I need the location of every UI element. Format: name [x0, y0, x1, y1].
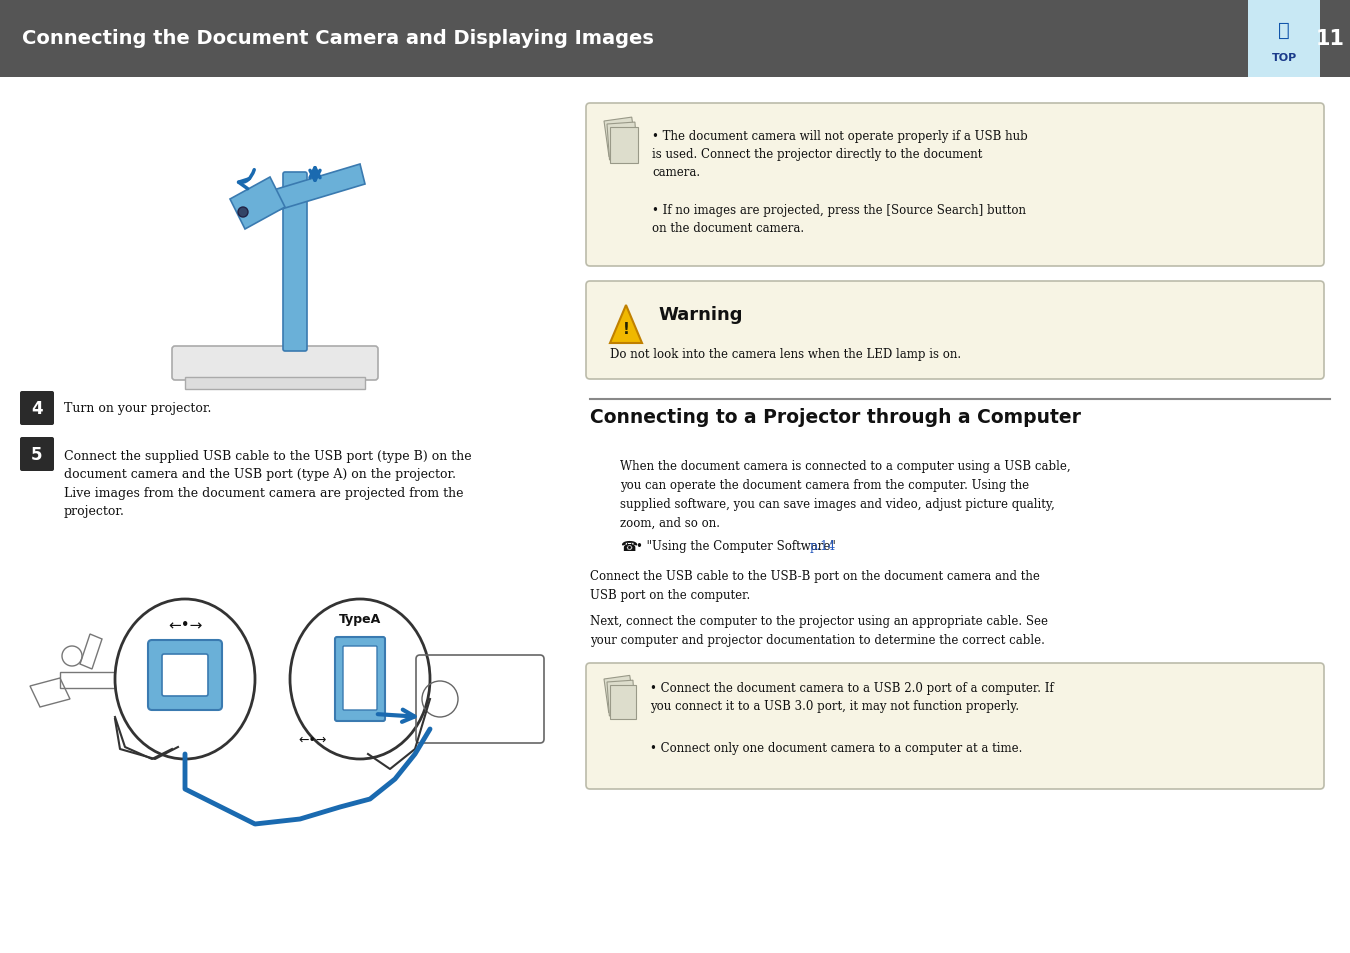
- FancyBboxPatch shape: [20, 392, 54, 426]
- FancyBboxPatch shape: [586, 282, 1324, 379]
- Text: • "Using the Computer Software": • "Using the Computer Software": [636, 539, 838, 553]
- Bar: [610, 128, 639, 164]
- Bar: [608, 123, 637, 161]
- FancyBboxPatch shape: [335, 638, 385, 721]
- FancyBboxPatch shape: [20, 437, 54, 472]
- Text: Do not look into the camera lens when the LED lamp is on.: Do not look into the camera lens when th…: [610, 348, 961, 360]
- Bar: [0, 0, 1350, 78]
- Ellipse shape: [115, 599, 255, 760]
- Text: Turn on your projector.: Turn on your projector.: [63, 402, 212, 416]
- FancyBboxPatch shape: [148, 640, 221, 710]
- Text: Connect the USB cable to the USB-B port on the document camera and the
USB port : Connect the USB cable to the USB-B port …: [590, 569, 1040, 601]
- Bar: [603, 118, 637, 157]
- Text: Connect the supplied USB cable to the USB port (type B) on the
document camera a: Connect the supplied USB cable to the US…: [63, 450, 471, 518]
- Bar: [603, 676, 634, 713]
- Text: Connecting to a Projector through a Computer: Connecting to a Projector through a Comp…: [590, 408, 1081, 427]
- Ellipse shape: [290, 599, 431, 760]
- Bar: [59, 672, 135, 688]
- Polygon shape: [610, 306, 643, 344]
- Text: 11: 11: [1315, 29, 1345, 49]
- Bar: [1247, 0, 1320, 78]
- Text: 4: 4: [31, 399, 43, 417]
- FancyBboxPatch shape: [586, 663, 1324, 789]
- Text: 🔵: 🔵: [1278, 20, 1289, 39]
- FancyBboxPatch shape: [284, 172, 306, 352]
- Text: !: !: [622, 322, 629, 337]
- Text: p.14: p.14: [810, 539, 836, 553]
- Circle shape: [238, 208, 248, 218]
- Text: • Connect only one document camera to a computer at a time.: • Connect only one document camera to a …: [649, 741, 1022, 754]
- Text: ☎: ☎: [620, 539, 637, 554]
- FancyBboxPatch shape: [343, 646, 377, 710]
- Text: • If no images are projected, press the [Source Search] button
on the document c: • If no images are projected, press the …: [652, 204, 1026, 234]
- Bar: [185, 377, 364, 390]
- Text: ←•→: ←•→: [167, 617, 202, 632]
- Text: • Connect the document camera to a USB 2.0 port of a computer. If
you connect it: • Connect the document camera to a USB 2…: [649, 681, 1054, 712]
- Bar: [608, 680, 636, 716]
- Text: • The document camera will not operate properly if a USB hub
is used. Connect th: • The document camera will not operate p…: [652, 130, 1027, 179]
- Text: 5: 5: [31, 446, 43, 463]
- Text: When the document camera is connected to a computer using a USB cable,
you can o: When the document camera is connected to…: [620, 459, 1071, 530]
- FancyBboxPatch shape: [586, 104, 1324, 267]
- Text: TOP: TOP: [1272, 53, 1296, 63]
- Text: Next, connect the computer to the projector using an appropriate cable. See
your: Next, connect the computer to the projec…: [590, 615, 1048, 646]
- Polygon shape: [230, 178, 285, 230]
- Text: Warning: Warning: [657, 306, 742, 324]
- FancyBboxPatch shape: [171, 347, 378, 380]
- Text: TypeA: TypeA: [339, 613, 381, 626]
- Text: ←•→: ←•→: [298, 733, 327, 745]
- Bar: [610, 685, 636, 720]
- Polygon shape: [261, 165, 364, 214]
- Text: Connecting the Document Camera and Displaying Images: Connecting the Document Camera and Displ…: [22, 30, 653, 49]
- FancyBboxPatch shape: [162, 655, 208, 697]
